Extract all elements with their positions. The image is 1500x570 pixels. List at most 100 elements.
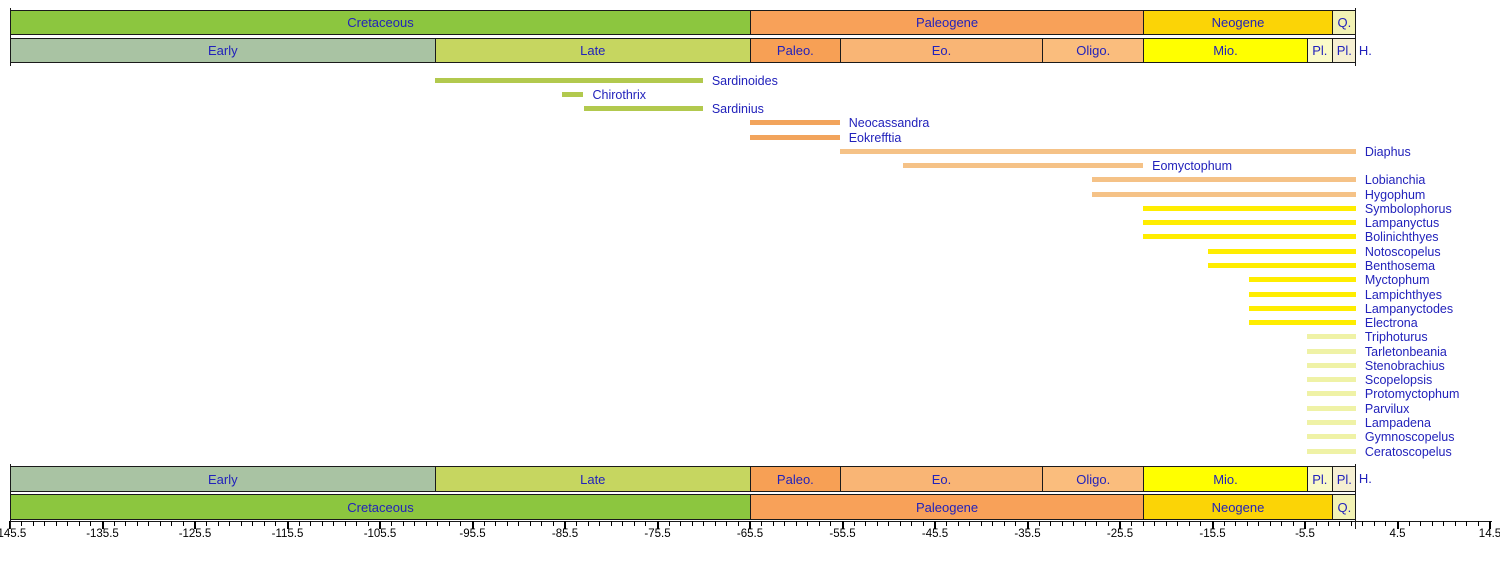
- axis-minor-tick: [529, 521, 531, 526]
- axis-tick-label: -25.5: [1106, 528, 1134, 540]
- period-cell: Paleogene: [750, 494, 1144, 520]
- taxon-range-bar: [1143, 234, 1356, 240]
- period-cell: Paleogene: [750, 10, 1144, 35]
- taxon-label: Eomyctophum: [1152, 159, 1233, 174]
- taxon-label: Triphoturus: [1364, 330, 1428, 345]
- axis-minor-tick: [772, 521, 774, 526]
- axis-minor-tick: [1258, 521, 1260, 526]
- axis-minor-tick: [1443, 521, 1445, 526]
- axis-minor-tick: [518, 521, 520, 526]
- axis-minor-tick: [1420, 521, 1422, 526]
- axis-minor-tick: [298, 521, 300, 526]
- taxon-label: Diaphus: [1364, 144, 1411, 159]
- taxon-label: Ceratoscopelus: [1364, 444, 1452, 459]
- axis-minor-tick: [1350, 521, 1352, 526]
- period-cell: Q.: [1331, 10, 1356, 35]
- axis-minor-tick: [113, 521, 115, 526]
- axis-minor-tick: [78, 521, 80, 526]
- axis-minor-tick: [761, 521, 763, 526]
- axis-minor-tick: [807, 521, 809, 526]
- axis-minor-tick: [402, 521, 404, 526]
- axis-major-tick: [194, 521, 196, 529]
- axis-minor-tick: [263, 521, 265, 526]
- taxon-label: Gymnoscopelus: [1364, 430, 1455, 445]
- axis-minor-tick: [714, 521, 716, 526]
- epoch-label: Oligo.: [1076, 471, 1111, 487]
- axis-tick-label: -55.5: [829, 528, 856, 540]
- axis-major-tick: [379, 521, 381, 529]
- taxon-label: Bolinichthyes: [1364, 230, 1439, 245]
- epoch-cell: Pl.: [1306, 466, 1332, 492]
- taxon-label: Myctophum: [1364, 273, 1430, 288]
- chart-border-line: [9, 8, 11, 66]
- axis-minor-tick: [703, 521, 705, 526]
- taxon-range-bar: [562, 91, 584, 97]
- taxon-range-bar: [1306, 362, 1356, 368]
- axis-minor-tick: [668, 521, 670, 526]
- axis-minor-tick: [1477, 521, 1479, 526]
- axis-minor-tick: [1165, 521, 1167, 526]
- axis-minor-tick: [1235, 521, 1237, 526]
- taxon-range-bar: [1248, 320, 1356, 326]
- epoch-cell: Late: [434, 466, 750, 492]
- axis-major-tick: [749, 521, 751, 529]
- axis-minor-tick: [252, 521, 254, 526]
- axis-major-tick: [1304, 521, 1306, 529]
- axis-minor-tick: [830, 521, 832, 526]
- period-label: Paleogene: [915, 15, 979, 30]
- axis-tick-label: -45.5: [921, 528, 949, 540]
- axis-minor-tick: [1373, 521, 1375, 526]
- axis-minor-tick: [344, 521, 346, 526]
- axis-tick-label: -95.5: [459, 528, 486, 540]
- axis-minor-tick: [448, 521, 450, 526]
- taxon-range-bar: [1306, 377, 1356, 383]
- axis-minor-tick: [795, 521, 797, 526]
- epoch-cell: Late: [434, 38, 750, 63]
- epoch-label: Pl.: [1312, 43, 1328, 58]
- taxon-label: Lampadena: [1364, 415, 1431, 430]
- axis-minor-tick: [437, 521, 439, 526]
- epoch-label: Paleo.: [776, 43, 814, 58]
- axis-minor-tick: [946, 521, 948, 526]
- epoch-label: Pl.: [1312, 471, 1328, 487]
- axis-minor-tick: [1327, 521, 1329, 526]
- axis-minor-tick: [1003, 521, 1005, 526]
- axis-minor-tick: [599, 521, 601, 526]
- taxon-label: Tarletonbeania: [1364, 344, 1447, 359]
- axis-minor-tick: [460, 521, 462, 526]
- epoch-label: Eo.: [931, 471, 952, 487]
- taxon-label: Symbolophorus: [1364, 201, 1452, 216]
- epoch-label: Eo.: [931, 43, 952, 58]
- axis-minor-tick: [1466, 521, 1468, 526]
- period-cell: Neogene: [1143, 494, 1332, 520]
- axis-tick-label: -125.5: [178, 528, 212, 540]
- axis-major-tick: [1026, 521, 1029, 529]
- epoch-label: H.: [1358, 471, 1372, 486]
- axis-minor-tick: [1292, 521, 1294, 526]
- axis-minor-tick: [980, 521, 982, 526]
- axis-minor-tick: [541, 521, 543, 526]
- axis-minor-tick: [633, 521, 635, 526]
- axis-minor-tick: [356, 521, 358, 526]
- taxon-range-bar: [1207, 248, 1356, 254]
- axis-major-tick: [286, 521, 289, 529]
- axis-minor-tick: [1096, 521, 1098, 526]
- axis-major-tick: [564, 521, 566, 529]
- epoch-label: Early: [207, 471, 238, 487]
- axis-minor-tick: [1142, 521, 1144, 526]
- taxon-range-bar: [839, 148, 1356, 154]
- axis-minor-tick: [159, 521, 161, 526]
- axis-major-tick: [471, 521, 474, 529]
- epoch-cell: Mio.: [1143, 38, 1307, 63]
- taxon-range-bar: [902, 163, 1144, 169]
- epoch-cell: Early: [10, 466, 435, 492]
- axis-minor-tick: [1223, 521, 1225, 526]
- axis-line: [10, 520, 1492, 523]
- axis-minor-tick: [182, 521, 184, 526]
- axis-minor-tick: [865, 521, 867, 526]
- taxon-range-bar: [1248, 277, 1356, 283]
- axis-minor-tick: [1084, 521, 1086, 526]
- axis-tick-label: -5.5: [1295, 528, 1315, 540]
- period-cell: Cretaceous: [10, 494, 750, 520]
- axis-major-tick: [1119, 521, 1121, 529]
